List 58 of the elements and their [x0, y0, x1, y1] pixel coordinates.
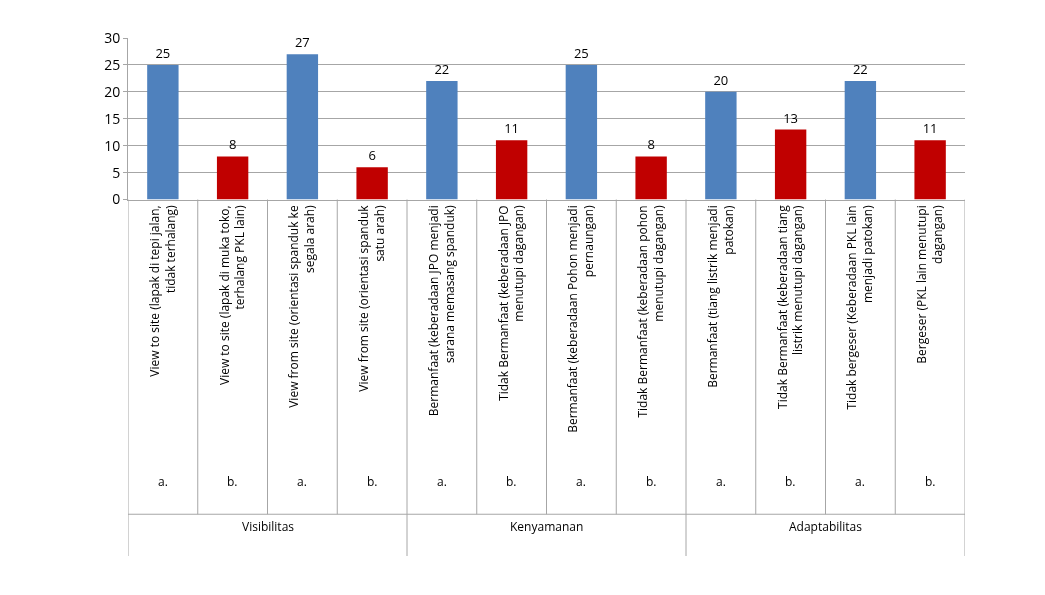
text: b. [227, 473, 238, 490]
text: b. [367, 473, 378, 490]
text: a. [297, 473, 307, 490]
x-tick-label: Tidak bergeser (Keberadaan PKL lain menjadi patokan) [843, 204, 877, 410]
x-tick-label: View from site (orientasi spanduk satu arah) [355, 204, 388, 392]
bar [705, 91, 737, 200]
data-label: 11 [504, 119, 520, 138]
x-tick-label: View to site (lapak di tepi jalan, tidak terhalang) [145, 204, 179, 377]
bar [914, 140, 946, 200]
x-tick-label: View to site (lapak di muka toko, terhalang PKL lain) [215, 204, 249, 385]
x-tick-label: View from site (orientasi spanduk ke segala arah) [285, 204, 319, 408]
data-label: 27 [294, 33, 310, 52]
y-tick-label: 0 [112, 189, 121, 209]
bar [635, 156, 667, 200]
y-tick-label: 20 [104, 81, 121, 101]
bar [565, 64, 598, 200]
data-label: 11 [922, 119, 938, 138]
x-tick-label: Bermanfaat (keberadaan Pohon menjadi pernaungan) [564, 204, 598, 433]
data-label: 6 [368, 146, 376, 165]
text: Adaptabilitas [789, 518, 863, 535]
bar [426, 81, 458, 200]
text: a. [437, 473, 447, 490]
text: a. [716, 473, 726, 490]
text: a. [158, 473, 168, 490]
text: b. [646, 473, 657, 490]
x-tick-label: Bergeser (PKL lain menutupi dagangan) [913, 204, 946, 364]
bar [844, 81, 877, 200]
data-label: 25 [155, 43, 171, 62]
y-tick-label: 10 [104, 135, 121, 155]
text: a. [576, 473, 586, 490]
y-tick-label: 15 [104, 108, 121, 128]
data-label: 25 [573, 43, 589, 62]
text: b. [506, 473, 517, 490]
text: b. [925, 473, 936, 490]
text: Kenyamanan [510, 518, 584, 535]
bar [774, 129, 807, 200]
x-tick-label: Tidak Bermanfaat (keberadaan JPO menutupi dagangan) [494, 204, 528, 401]
x-tick-label: Tidak Bermanfaat (keberadaan pohon menutupi dagangan) [634, 204, 667, 418]
text: Visibilitas [242, 518, 295, 535]
y-tick-label: 25 [104, 54, 121, 74]
bar [147, 64, 179, 200]
y-tick-label: 5 [112, 162, 121, 182]
x-tick-label: Bermanfaat (keberadaan JPO menjadi sarana memasang spanduk) [424, 204, 458, 417]
y-tick-label: 30 [104, 27, 121, 47]
data-label: 20 [713, 70, 729, 89]
data-label: 8 [228, 135, 237, 154]
text: b. [785, 473, 796, 490]
data-label: 13 [783, 108, 799, 127]
x-tick-label: Tidak Bermanfaat (keberadaan tiang listrik menutupi dagangan) [773, 204, 807, 409]
data-label: 8 [647, 135, 655, 154]
bar [286, 54, 319, 200]
bar [356, 167, 388, 200]
text: a. [855, 473, 865, 490]
x-tick-label: Bermanfaat (tiang listrik menjadi patokan) [703, 204, 737, 388]
data-label: 22 [434, 60, 450, 79]
bar [495, 140, 528, 200]
data-label: 22 [852, 60, 868, 79]
bar [216, 156, 249, 200]
